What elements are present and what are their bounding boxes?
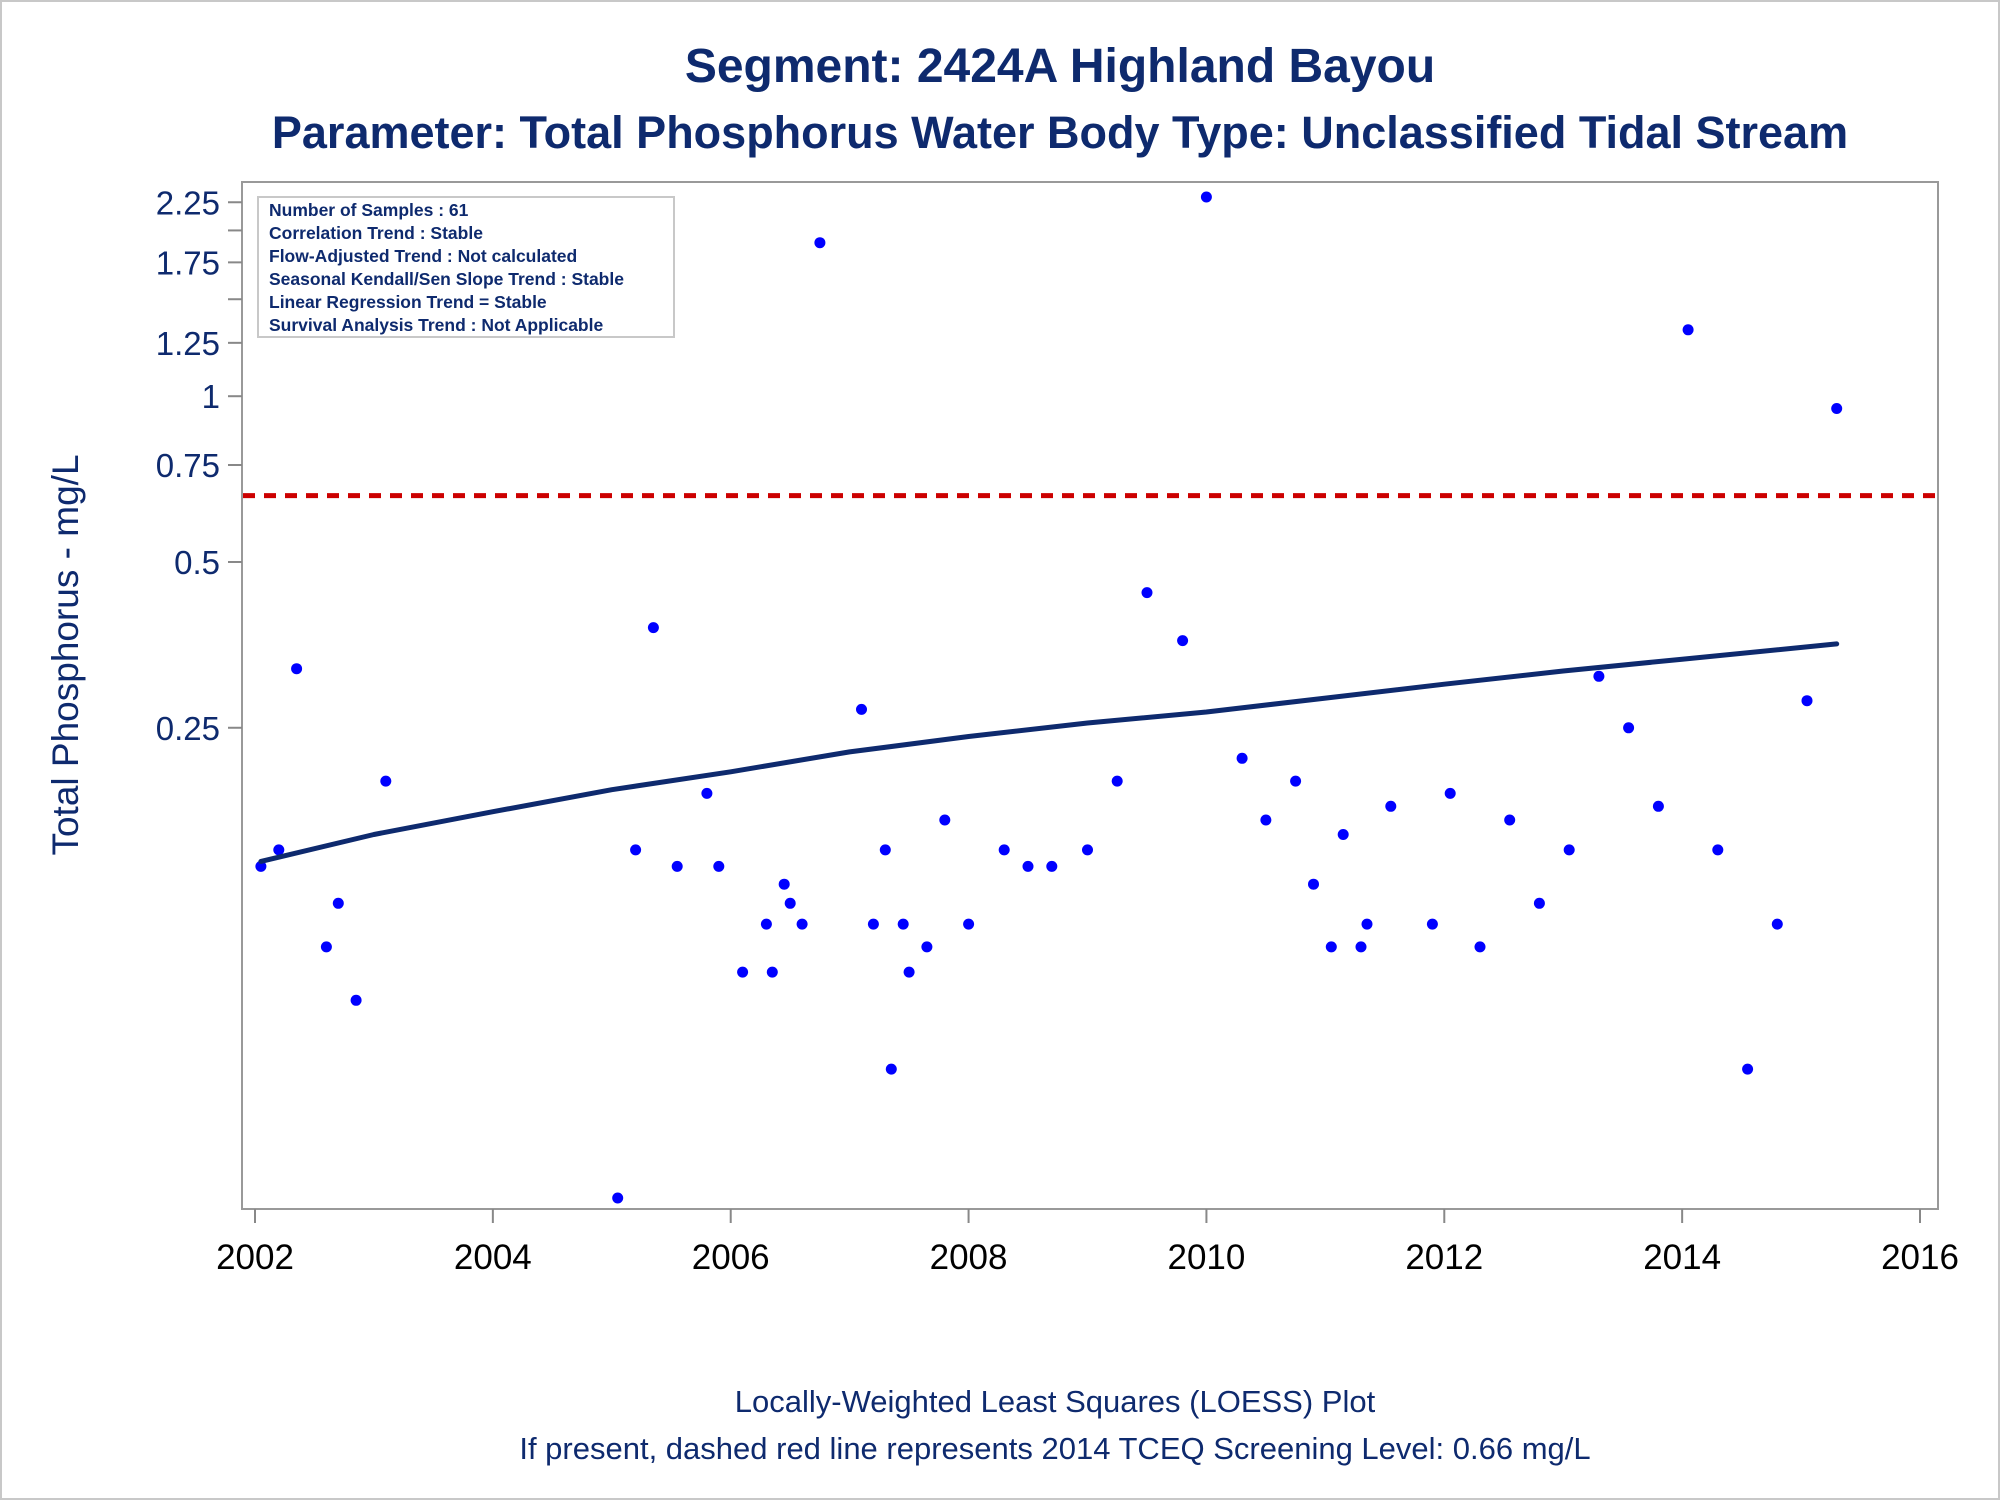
data-point bbox=[1504, 814, 1516, 826]
data-point bbox=[737, 966, 749, 978]
data-point bbox=[1593, 670, 1605, 682]
data-point bbox=[350, 994, 362, 1006]
stats-line: Correlation Trend : Stable bbox=[269, 223, 483, 243]
data-point bbox=[921, 941, 933, 953]
data-point bbox=[1652, 800, 1664, 812]
data-point bbox=[1236, 752, 1248, 764]
stats-box-border bbox=[257, 196, 675, 338]
data-point bbox=[1046, 860, 1058, 872]
y-tick-label: 1 bbox=[202, 378, 220, 415]
stats-line: Survival Analysis Trend : Not Applicable bbox=[269, 315, 603, 335]
data-point bbox=[1533, 897, 1545, 909]
x-tick-label: 2010 bbox=[1167, 1238, 1245, 1277]
x-tick-label: 2016 bbox=[1881, 1238, 1959, 1277]
data-point bbox=[1712, 844, 1724, 856]
x-tick-label: 2002 bbox=[216, 1238, 294, 1277]
data-point bbox=[1563, 844, 1575, 856]
x-tick-label: 2006 bbox=[692, 1238, 770, 1277]
plot-area bbox=[241, 181, 1939, 1210]
data-point bbox=[701, 787, 713, 799]
footnote-screening: If present, dashed red line represents 2… bbox=[519, 1431, 1590, 1466]
x-tick-label: 2012 bbox=[1405, 1238, 1483, 1277]
footnote-loess: Locally-Weighted Least Squares (LOESS) P… bbox=[735, 1384, 1376, 1419]
stats-line: Linear Regression Trend = Stable bbox=[269, 292, 547, 312]
chart-subtitle: Parameter: Total Phosphorus Water Body T… bbox=[272, 107, 1848, 158]
data-point bbox=[255, 860, 267, 872]
y-tick-label: 0.25 bbox=[156, 710, 220, 747]
data-point bbox=[939, 814, 951, 826]
data-point bbox=[885, 1063, 897, 1075]
data-point bbox=[647, 622, 659, 634]
data-point bbox=[760, 918, 772, 930]
data-point bbox=[713, 860, 725, 872]
stats-line: Number of Samples : 61 bbox=[269, 200, 469, 220]
data-point bbox=[796, 918, 808, 930]
data-point bbox=[1355, 941, 1367, 953]
y-axis-label: Total Phosphorus - mg/L bbox=[45, 454, 86, 855]
x-tick-label: 2004 bbox=[454, 1238, 532, 1277]
chart-title: Segment: 2424A Highland Bayou bbox=[685, 40, 1435, 93]
data-point bbox=[1141, 587, 1153, 599]
data-point bbox=[630, 844, 642, 856]
data-point bbox=[897, 918, 909, 930]
x-tick-label: 2014 bbox=[1643, 1238, 1721, 1277]
data-point bbox=[1290, 775, 1302, 787]
data-point bbox=[1474, 941, 1486, 953]
data-point bbox=[1682, 324, 1694, 336]
data-point bbox=[1801, 695, 1813, 707]
data-point bbox=[1337, 829, 1349, 840]
x-tick-label: 2008 bbox=[930, 1238, 1008, 1277]
data-point bbox=[273, 844, 285, 856]
y-tick-label: 1.75 bbox=[156, 244, 220, 281]
stats-line: Seasonal Kendall/Sen Slope Trend : Stabl… bbox=[269, 269, 624, 289]
data-point bbox=[332, 897, 344, 909]
data-point bbox=[1200, 191, 1212, 203]
data-point bbox=[1361, 918, 1373, 930]
y-tick-label: 1.25 bbox=[156, 325, 220, 362]
y-tick-label: 2.25 bbox=[156, 184, 220, 221]
data-point bbox=[1444, 787, 1456, 799]
data-point bbox=[1831, 403, 1843, 414]
data-point bbox=[1022, 860, 1034, 872]
data-point bbox=[1426, 918, 1438, 930]
data-point bbox=[1308, 878, 1319, 890]
data-point bbox=[1177, 635, 1189, 647]
data-point bbox=[320, 941, 332, 953]
data-point bbox=[1771, 918, 1783, 930]
y-tick-label: 0.5 bbox=[174, 544, 220, 581]
data-point bbox=[998, 844, 1010, 856]
data-point bbox=[612, 1192, 624, 1204]
data-point bbox=[903, 966, 915, 978]
data-point bbox=[380, 775, 392, 787]
plot-layer: 0.25 0.5 0.75 1 1.25 1.75 2.25 2002 2004 2006 2008… bbox=[156, 184, 1959, 1277]
loess-line bbox=[258, 641, 1840, 864]
data-point bbox=[784, 897, 796, 909]
data-point bbox=[1623, 722, 1635, 734]
y-tick-label: 0.75 bbox=[156, 447, 220, 484]
stats-box: Number of Samples : 61 Correlation Trend… bbox=[257, 196, 675, 338]
data-point bbox=[1325, 941, 1337, 953]
data-point bbox=[291, 663, 303, 675]
data-point bbox=[1082, 844, 1093, 856]
data-point bbox=[814, 237, 826, 249]
data-point bbox=[856, 703, 867, 715]
data-point bbox=[879, 844, 891, 856]
data-point bbox=[1260, 814, 1272, 826]
stats-line: Flow-Adjusted Trend : Not calculated bbox=[269, 246, 577, 266]
data-point bbox=[963, 918, 975, 930]
data-point bbox=[778, 878, 790, 890]
data-point bbox=[1111, 775, 1123, 787]
data-point bbox=[766, 966, 778, 978]
data-point bbox=[867, 918, 879, 930]
data-point bbox=[1385, 800, 1397, 812]
data-point bbox=[671, 860, 683, 872]
data-point bbox=[1742, 1063, 1754, 1075]
